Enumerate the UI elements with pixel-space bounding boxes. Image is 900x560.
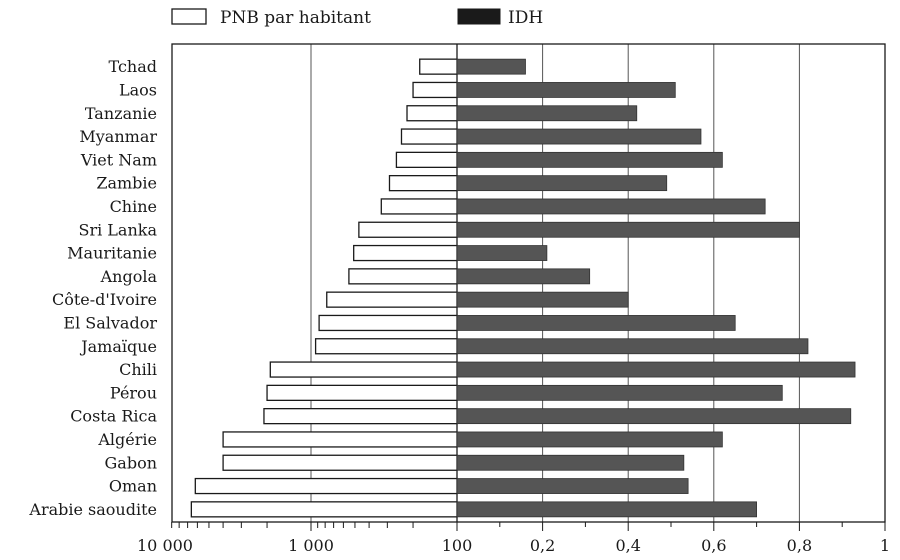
category-label: Côte-d'Ivoire xyxy=(52,290,157,309)
legend-label-idh: IDH xyxy=(508,8,543,28)
bar-idh xyxy=(456,175,668,192)
legend-swatch-idh xyxy=(457,8,501,25)
category-label: Angola xyxy=(100,267,158,286)
bar-idh xyxy=(456,501,758,518)
category-label: Pérou xyxy=(110,383,157,402)
pnb-bars xyxy=(190,58,458,518)
bar-idh xyxy=(456,151,723,168)
x-axis-ticks: 10 000 1 000 100 0,2 0,4 0,6 0,8 1 xyxy=(137,522,890,555)
tick-label-left: 100 xyxy=(442,536,473,555)
category-label: Chili xyxy=(119,360,157,379)
category-label: Sri Lanka xyxy=(78,220,157,239)
category-label: Jamaïque xyxy=(79,337,157,356)
category-label: Tanzanie xyxy=(85,104,157,123)
bar-idh xyxy=(456,291,629,308)
category-label: Gabon xyxy=(105,453,158,472)
legend-label-pnb: PNB par habitant xyxy=(220,8,371,28)
bar-pnb xyxy=(412,81,458,99)
category-label: Zambie xyxy=(96,174,157,193)
tick-label-right: 0,4 xyxy=(615,536,640,555)
bar-pnb xyxy=(326,291,458,308)
category-label: Costa Rica xyxy=(70,407,157,426)
category-label: Laos xyxy=(119,80,157,99)
bar-pnb xyxy=(400,128,458,145)
plot-frame xyxy=(171,43,886,523)
bar-pnb xyxy=(222,431,458,448)
bar-idh xyxy=(456,128,702,145)
bar-pnb xyxy=(388,174,458,192)
bar-pnb xyxy=(222,454,458,471)
bar-idh xyxy=(456,315,736,331)
bar-idh xyxy=(456,198,766,215)
bar-idh xyxy=(456,58,526,75)
bar-pnb xyxy=(194,477,458,495)
bar-pnb xyxy=(380,198,458,215)
category-label: Tchad xyxy=(109,57,157,76)
bar-idh xyxy=(456,361,856,378)
idh-bars xyxy=(456,58,856,518)
bar-idh xyxy=(456,478,689,494)
bar-idh xyxy=(456,82,676,98)
bar-pnb xyxy=(269,361,458,378)
tick-label-left: 1 000 xyxy=(288,536,334,555)
category-labels: Tchad Laos Tanzanie Myanmar Viet Nam Zambie Ch… xyxy=(28,57,157,519)
bar-idh xyxy=(456,268,591,285)
tick-label-right: 1 xyxy=(880,536,890,555)
bar-idh xyxy=(456,105,638,122)
legend-swatch-pnb xyxy=(171,8,207,25)
bar-pnb xyxy=(358,221,458,238)
plot-border xyxy=(171,43,886,523)
bar-pnb xyxy=(395,151,458,169)
bar-pnb xyxy=(263,407,458,425)
category-label: Algérie xyxy=(97,430,157,449)
tick-label-right: 0,2 xyxy=(530,536,555,555)
bar-pnb xyxy=(266,384,458,402)
bar-pnb xyxy=(318,314,458,332)
bar-idh xyxy=(456,384,783,401)
category-label: El Salvador xyxy=(63,313,157,332)
bar-idh xyxy=(456,245,548,261)
tick-label-left: 10 000 xyxy=(137,536,193,555)
bar-pnb xyxy=(190,501,458,518)
bar-idh xyxy=(456,431,723,448)
bar-pnb xyxy=(419,58,458,75)
tick-label-right: 0,6 xyxy=(701,536,726,555)
bar-idh xyxy=(456,221,800,238)
category-label: Oman xyxy=(109,477,157,496)
bar-pnb xyxy=(353,244,458,262)
legend: PNB par habitant IDH xyxy=(171,8,543,28)
tick-label-right: 0,8 xyxy=(787,536,812,555)
category-label: Chine xyxy=(110,197,157,216)
bar-idh xyxy=(456,454,685,471)
category-label: Mauritanie xyxy=(67,244,157,263)
category-label: Viet Nam xyxy=(80,150,157,169)
bar-pnb xyxy=(348,268,458,285)
bar-idh xyxy=(456,408,852,425)
bar-pnb xyxy=(314,338,458,355)
category-label: Arabie saoudite xyxy=(28,500,157,519)
bar-idh xyxy=(456,338,809,355)
bar-pnb xyxy=(406,105,458,122)
category-label: Myanmar xyxy=(79,127,157,146)
